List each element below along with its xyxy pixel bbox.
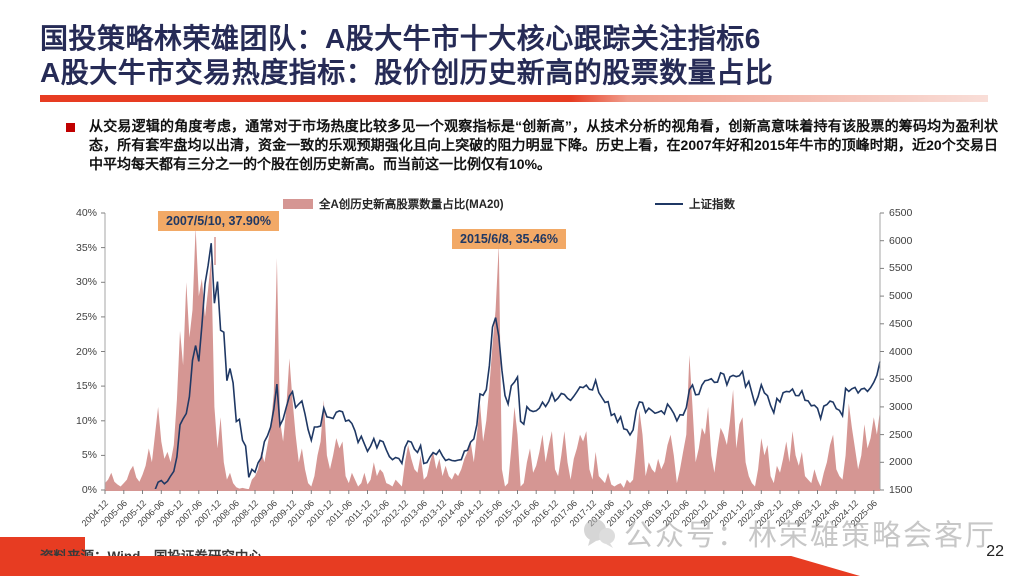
footer-red-band bbox=[0, 556, 860, 576]
y-right-tick-label: 2000 bbox=[889, 456, 913, 469]
chart-svg bbox=[101, 212, 884, 494]
body-paragraph: 从交易逻辑的角度考虑，通常对于市场热度比较多见一个观察指标是“创新高”，从技术分… bbox=[89, 118, 998, 172]
chart-plot-area: 40% 35% 30% 25% 20% 15% 10% 5% 0% 6500 6000 5500 500… bbox=[76, 207, 912, 528]
y-left-tick-label: 35% bbox=[75, 241, 97, 254]
y-left-tick-label: 25% bbox=[75, 310, 97, 323]
y-right-tick-label: 3000 bbox=[889, 400, 913, 413]
chart-canvas bbox=[101, 212, 884, 495]
y-right-tick-label: 5500 bbox=[889, 262, 913, 275]
title-line-1: 国投策略林荣雄团队：A股大牛市十大核心跟踪关注指标6 bbox=[40, 23, 761, 54]
y-right-tick-label: 4500 bbox=[889, 317, 913, 330]
y-left-tick-label: 0% bbox=[81, 484, 97, 496]
legend-item-line: 上证指数 bbox=[655, 196, 735, 212]
y-left-tick-label: 5% bbox=[81, 449, 97, 462]
wechat-icon bbox=[584, 519, 615, 548]
legend-item-area: 全A创历史新高股票数量占比(MA20) bbox=[283, 196, 504, 212]
title-underline bbox=[40, 95, 988, 102]
body-bullet-row: 从交易逻辑的角度考虑，通常对于市场热度比较多见一个观察指标是“创新高”，从技术分… bbox=[66, 117, 998, 174]
y-left-tick-label: 20% bbox=[75, 345, 97, 358]
y-right-tick-label: 6000 bbox=[889, 234, 913, 247]
y-right-tick-label: 3500 bbox=[889, 373, 913, 386]
annotation-2015-peak: 2015/6/8, 35.46% bbox=[452, 229, 566, 249]
chart-legend: 全A创历史新高股票数量占比(MA20) 上证指数 bbox=[0, 196, 1024, 212]
annotation-2007-peak: 2007/5/10, 37.90% bbox=[158, 211, 279, 231]
sse-index-line-series bbox=[105, 243, 881, 491]
legend-area-label: 全A创历史新高股票数量占比(MA20) bbox=[319, 199, 504, 211]
area-swatch-icon bbox=[283, 199, 313, 209]
watermark-text: 公众号：林荣雄策略会客厅 bbox=[624, 520, 997, 552]
y-right-tick-label: 1500 bbox=[889, 484, 913, 496]
watermark: 公众号：林荣雄策略会客厅 bbox=[582, 512, 996, 554]
y-left-tick-label: 40% bbox=[75, 207, 97, 219]
legend-line-label: 上证指数 bbox=[689, 199, 735, 211]
title-line-2: A股大牛市交易热度指标：股价创历史新高的股票数量占比 bbox=[40, 57, 774, 88]
y-left-tick-label: 30% bbox=[75, 276, 97, 289]
y-right-tick-label: 4000 bbox=[889, 345, 913, 358]
y-right-tick-label: 6500 bbox=[889, 207, 913, 219]
page-number: 22 bbox=[986, 543, 1004, 560]
y-left-tick-label: 10% bbox=[75, 414, 97, 427]
title-block: 国投策略林荣雄团队：A股大牛市十大核心跟踪关注指标6 A股大牛市交易热度指标：股… bbox=[40, 22, 990, 90]
y-left-tick-label: 15% bbox=[75, 380, 97, 393]
line-swatch-icon bbox=[655, 203, 683, 205]
y-right-tick-label: 5000 bbox=[889, 290, 913, 303]
new-high-area-series bbox=[105, 227, 880, 490]
y-right-tick-label: 2500 bbox=[889, 428, 913, 441]
bullet-marker bbox=[66, 123, 75, 132]
